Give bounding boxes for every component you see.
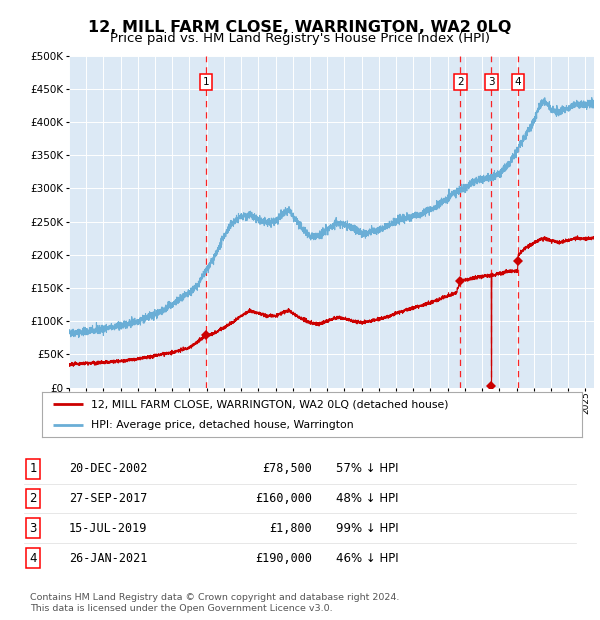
Text: 2: 2 — [457, 78, 464, 87]
Text: 3: 3 — [29, 522, 37, 534]
Text: 4: 4 — [514, 78, 521, 87]
Text: 26-JAN-2021: 26-JAN-2021 — [69, 552, 148, 564]
Text: 27-SEP-2017: 27-SEP-2017 — [69, 492, 148, 505]
Text: 1: 1 — [29, 463, 37, 475]
Text: Contains HM Land Registry data © Crown copyright and database right 2024.
This d: Contains HM Land Registry data © Crown c… — [30, 593, 400, 613]
Text: HPI: Average price, detached house, Warrington: HPI: Average price, detached house, Warr… — [91, 420, 353, 430]
Text: 4: 4 — [29, 552, 37, 564]
Text: £1,800: £1,800 — [269, 522, 312, 534]
Text: 57% ↓ HPI: 57% ↓ HPI — [336, 463, 398, 475]
Text: 48% ↓ HPI: 48% ↓ HPI — [336, 492, 398, 505]
Text: £78,500: £78,500 — [262, 463, 312, 475]
Text: 20-DEC-2002: 20-DEC-2002 — [69, 463, 148, 475]
Text: 3: 3 — [488, 78, 495, 87]
Text: 12, MILL FARM CLOSE, WARRINGTON, WA2 0LQ (detached house): 12, MILL FARM CLOSE, WARRINGTON, WA2 0LQ… — [91, 399, 448, 409]
Text: 1: 1 — [203, 78, 209, 87]
Text: 99% ↓ HPI: 99% ↓ HPI — [336, 522, 398, 534]
Text: Price paid vs. HM Land Registry's House Price Index (HPI): Price paid vs. HM Land Registry's House … — [110, 32, 490, 45]
Text: £190,000: £190,000 — [255, 552, 312, 564]
Text: 46% ↓ HPI: 46% ↓ HPI — [336, 552, 398, 564]
Text: 2: 2 — [29, 492, 37, 505]
Text: 15-JUL-2019: 15-JUL-2019 — [69, 522, 148, 534]
Text: 12, MILL FARM CLOSE, WARRINGTON, WA2 0LQ: 12, MILL FARM CLOSE, WARRINGTON, WA2 0LQ — [88, 20, 512, 35]
Text: £160,000: £160,000 — [255, 492, 312, 505]
